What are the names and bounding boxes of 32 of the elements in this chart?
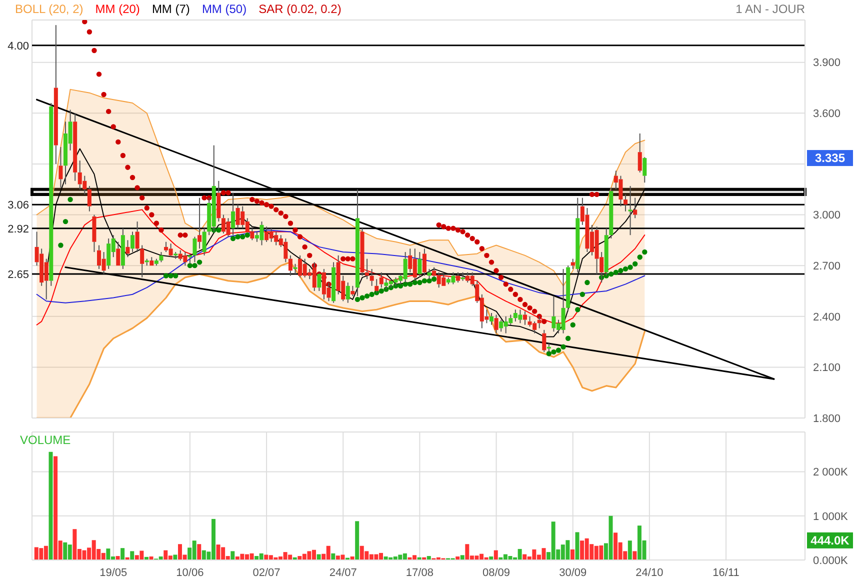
chart-title: VOLUME: [20, 433, 71, 447]
y-tick-label: 2.100: [813, 362, 841, 374]
y-tick-label: 3.000: [813, 210, 841, 222]
x-tick-label: 19/05: [100, 566, 128, 579]
x-tick-label: 10/06: [176, 566, 204, 579]
y-tick-label: 3.900: [813, 57, 841, 70]
x-tick-label: 16/11: [712, 566, 740, 579]
text: 3.335: [814, 151, 846, 166]
text: 444.0K: [810, 533, 850, 548]
text: SAR (0.02, 0.2): [258, 2, 342, 16]
x-tick-label: 17/08: [406, 566, 434, 579]
y-tick-label: 1.800: [813, 412, 841, 425]
text: MM (20): [95, 2, 140, 16]
y-tick-label: 2.400: [813, 311, 841, 324]
y-tick-label: 1 000K: [813, 510, 849, 523]
y-tick-label: 2 000K: [813, 466, 849, 479]
text: BOLL (20, 2): [15, 2, 84, 16]
y-tick-label: 0.000K: [813, 554, 849, 567]
ref-line-label: 4.00: [8, 40, 29, 52]
y-tick-label: 2.700: [813, 260, 841, 272]
x-tick-label: 24/07: [329, 566, 357, 579]
x-tick-label: 30/09: [559, 566, 587, 579]
text: MM (50): [202, 2, 247, 16]
chart-subtitle: 1 AN - JOUR: [736, 2, 805, 16]
y-tick-label: 3.600: [813, 108, 841, 120]
text: MM (7): [152, 2, 190, 16]
x-tick-label: 08/09: [482, 566, 510, 579]
ref-line-label: 2.65: [8, 269, 29, 282]
x-tick-label: 24/10: [636, 566, 664, 579]
ref-line-label: 3.06: [8, 200, 29, 212]
ref-line-label: 2.92: [8, 223, 29, 236]
x-tick-label: 02/07: [252, 566, 280, 579]
